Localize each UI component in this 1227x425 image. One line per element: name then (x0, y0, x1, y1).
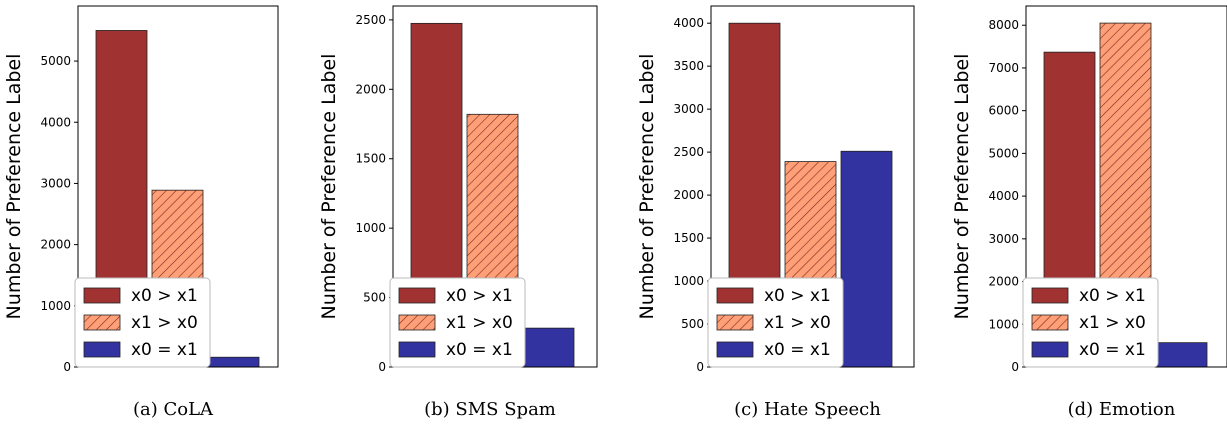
legend-label-3: x0 = x1 (131, 340, 198, 360)
bar-3 (840, 150, 893, 368)
y-tick-label: 1500 (673, 231, 704, 245)
legend-label-3: x0 = x1 (446, 340, 513, 360)
bar-3 (207, 356, 260, 368)
legend-swatch-3 (716, 341, 754, 358)
y-tick-label: 4000 (988, 189, 1019, 203)
y-tick-label: 0 (63, 360, 71, 374)
y-tick-label: 2000 (673, 188, 704, 202)
y-tick-label: 4000 (40, 115, 71, 129)
legend-label-1: x0 > x1 (764, 286, 831, 306)
y-tick-label: 3000 (40, 176, 71, 190)
chart-panel-1: 0 1000 2000 3000 4000 5000 Number of Preferenc… (3, 5, 279, 420)
legend-label-2: x1 > x0 (131, 313, 198, 333)
y-tick-label: 3000 (673, 102, 704, 116)
y-tick-label: 2500 (673, 145, 704, 159)
legend-swatch-2 (398, 314, 436, 331)
y-tick-label: 1000 (988, 317, 1019, 331)
y-tick-label: 1000 (40, 299, 71, 313)
legend-swatch-1 (1031, 287, 1069, 304)
legend-swatch-2 (1031, 314, 1069, 331)
legend-swatch-1 (398, 287, 436, 304)
y-tick-label: 0 (696, 360, 704, 374)
panel-caption: (a) CoLA (133, 399, 214, 420)
y-axis-title: Number of Preference Label (951, 54, 973, 320)
y-tick-label: 4000 (673, 16, 704, 30)
y-tick-label: 7000 (988, 61, 1019, 75)
panel-caption: (d) Emotion (1068, 399, 1176, 420)
legend-label-1: x0 > x1 (446, 286, 513, 306)
y-tick-label: 3000 (988, 232, 1019, 246)
y-tick-label: 0 (378, 360, 386, 374)
panel-caption: (c) Hate Speech (734, 399, 881, 420)
legend-label-2: x1 > x0 (764, 313, 831, 333)
y-tick-label: 1000 (673, 274, 704, 288)
legend-swatch-2 (83, 314, 121, 331)
legend-label-2: x1 > x0 (446, 313, 513, 333)
bar-3 (522, 327, 575, 368)
legend-swatch-2 (716, 314, 754, 331)
y-axis-title: Number of Preference Label (3, 54, 25, 320)
y-tick-label: 3500 (673, 59, 704, 73)
legend-swatch-1 (83, 287, 121, 304)
y-tick-label: 8000 (988, 18, 1019, 32)
legend-label-3: x0 = x1 (1079, 340, 1146, 360)
y-tick-label: 5000 (988, 146, 1019, 160)
bar-3 (1155, 342, 1208, 368)
y-tick-label: 2000 (988, 275, 1019, 289)
y-tick-label: 500 (681, 317, 704, 331)
legend-label-2: x1 > x0 (1079, 313, 1146, 333)
y-tick-label: 2000 (355, 82, 386, 96)
legend-swatch-3 (83, 341, 121, 358)
legend-label-3: x0 = x1 (764, 340, 831, 360)
y-tick-label: 1000 (355, 221, 386, 235)
chart-panel-4: 0 1000 2000 3000 4000 5000 6000 7000 8000 Number … (951, 5, 1227, 420)
chart-panel-3: 0 500 1000 1500 2000 2500 3000 3500 4000 Number o… (636, 5, 915, 420)
y-tick-label: 1500 (355, 152, 386, 166)
y-tick-label: 6000 (988, 104, 1019, 118)
legend-label-1: x0 > x1 (131, 286, 198, 306)
y-axis-title: Number of Preference Label (318, 54, 340, 320)
panel-caption: (b) SMS Spam (424, 399, 556, 420)
legend-swatch-3 (1031, 341, 1069, 358)
y-tick-label: 0 (1011, 360, 1019, 374)
legend-swatch-3 (398, 341, 436, 358)
y-axis-title: Number of Preference Label (636, 54, 658, 320)
legend-label-1: x0 > x1 (1079, 286, 1146, 306)
y-tick-label: 500 (363, 291, 386, 305)
y-tick-label: 2500 (355, 13, 386, 27)
y-tick-label: 2000 (40, 238, 71, 252)
legend-swatch-1 (716, 287, 754, 304)
y-tick-label: 5000 (40, 54, 71, 68)
chart-panel-2: 0 500 1000 1500 2000 2500 Number of Preference… (318, 5, 598, 420)
